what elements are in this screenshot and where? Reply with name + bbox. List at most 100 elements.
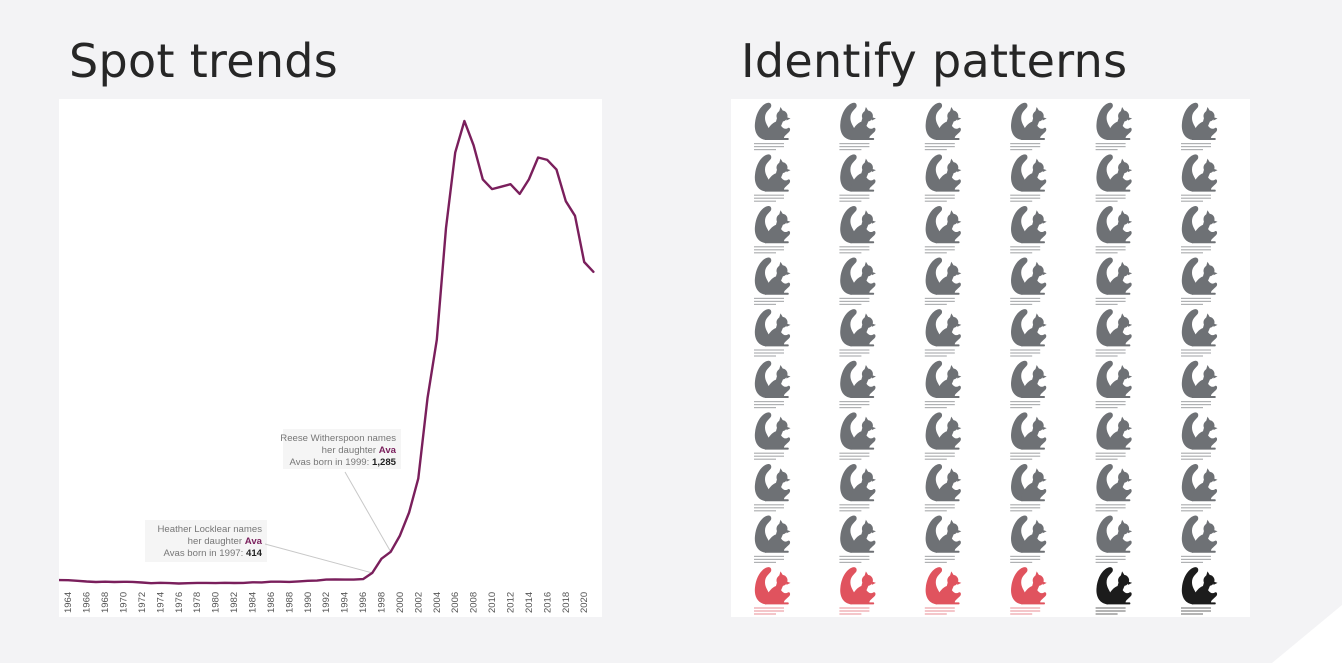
squirrel-icon <box>1095 360 1133 409</box>
squirrel-icon <box>924 567 962 615</box>
squirrel-icon <box>1010 360 1047 409</box>
x-axis-ticks: 1964 1966 1968 1970 1972 1974 1976 1978 1980 1982… <box>63 592 590 613</box>
x-tick-label: 1966 <box>82 592 93 613</box>
squirrel-icon <box>1095 309 1133 357</box>
squirrel-icon <box>1181 102 1218 151</box>
annotation-line2: her daughter Ava <box>322 445 397 456</box>
squirrel-icon <box>924 257 962 305</box>
right-heading: Identify patterns <box>741 34 1128 88</box>
x-tick-label: 2018 <box>561 592 572 613</box>
squirrel-icon <box>754 102 791 151</box>
squirrel-icon <box>754 360 791 409</box>
x-tick-label: 1980 <box>211 592 222 613</box>
x-tick-label: 1978 <box>192 592 203 613</box>
squirrel-icon <box>839 154 876 202</box>
squirrel-icon <box>839 360 876 409</box>
x-tick-label: 1974 <box>155 592 166 613</box>
squirrel-icon <box>1181 360 1218 409</box>
x-tick-label: 2004 <box>432 592 443 613</box>
squirrel-icon <box>1010 205 1047 254</box>
x-tick-label: 1992 <box>321 592 332 613</box>
squirrel-icon <box>754 412 791 460</box>
squirrel-icon <box>1095 205 1133 254</box>
annotation-box <box>145 520 267 562</box>
squirrel-icon <box>839 515 876 563</box>
squirrel-icon <box>754 515 791 563</box>
annotation-leader-line <box>264 543 373 574</box>
squirrel-icon <box>1010 257 1047 305</box>
squirrel-icon <box>924 154 962 202</box>
squirrel-icon <box>839 463 876 512</box>
squirrel-icon <box>1181 257 1218 305</box>
annotation-box <box>283 429 401 469</box>
squirrel-icon <box>1181 412 1218 460</box>
squirrel-icon <box>1095 412 1133 460</box>
squirrel-icon <box>754 567 791 615</box>
x-tick-label: 1986 <box>266 592 277 613</box>
squirrel-icon <box>1095 463 1133 512</box>
squirrel-icon <box>1095 567 1133 615</box>
squirrel-icon <box>1181 567 1218 615</box>
annotation-line2: her daughter Ava <box>188 536 263 547</box>
squirrel-icon <box>1181 309 1218 357</box>
line-chart-panel: Heather Locklear names her daughter Ava Av… <box>59 99 602 617</box>
squirrel-icon <box>1095 154 1133 202</box>
squirrel-icon <box>1010 412 1047 460</box>
squirrel-icon <box>1095 102 1133 151</box>
squirrel-icon <box>1010 102 1047 151</box>
x-tick-label: 1982 <box>229 592 240 613</box>
series-line <box>59 119 595 585</box>
squirrel-icon <box>924 515 962 563</box>
squirrel-icon <box>839 205 876 254</box>
x-tick-label: 1998 <box>376 592 387 613</box>
slide-corner-decoration <box>1272 605 1342 663</box>
squirrel-icon <box>754 154 791 202</box>
x-tick-label: 1988 <box>284 592 295 613</box>
x-tick-label: 2014 <box>524 592 535 613</box>
squirrel-icon <box>839 102 876 151</box>
squirrel-icon <box>924 205 962 254</box>
squirrel-icon <box>754 463 791 512</box>
squirrel-icon <box>839 567 876 615</box>
squirrel-icon <box>1010 463 1047 512</box>
squirrel-icon <box>754 309 791 357</box>
squirrel-icon <box>1010 515 1047 563</box>
squirrel-icon <box>1095 257 1133 305</box>
x-tick-label: 2016 <box>542 592 553 613</box>
squirrel-icon <box>839 257 876 305</box>
squirrel-icon <box>839 412 876 460</box>
squirrel-icon <box>1095 515 1133 563</box>
squirrel-icon <box>839 309 876 357</box>
squirrel-icon <box>924 309 962 357</box>
squirrel-icon <box>1181 463 1218 512</box>
squirrel-icon <box>754 205 791 254</box>
squirrel-icon <box>1010 567 1047 615</box>
x-tick-label: 1972 <box>137 592 148 613</box>
x-tick-label: 2000 <box>395 592 406 613</box>
x-tick-label: 1994 <box>340 592 351 613</box>
x-tick-label: 2002 <box>413 592 424 613</box>
series-layer <box>59 119 595 585</box>
x-tick-label: 2010 <box>487 592 498 613</box>
squirrel-icon <box>924 102 962 151</box>
x-tick-label: 1996 <box>358 592 369 613</box>
icon-grid-panel <box>731 99 1250 617</box>
annotation-line3: Avas born in 1999: 1,285 <box>289 457 396 468</box>
squirrel-icon <box>1181 515 1218 563</box>
squirrel-icon <box>924 463 962 512</box>
squirrel-icon <box>1181 205 1218 254</box>
x-tick-label: 1964 <box>63 592 74 613</box>
annotation-line3: Avas born in 1997: 414 <box>163 548 262 559</box>
x-tick-label: 2006 <box>450 592 461 613</box>
annotation-line1: Reese Witherspoon names <box>280 433 396 444</box>
x-tick-label: 2012 <box>505 592 516 613</box>
squirrel-icon <box>1181 154 1218 202</box>
annotation-line1: Heather Locklear names <box>157 524 262 535</box>
squirrel-icon <box>754 257 791 305</box>
squirrel-icon <box>1010 154 1047 202</box>
x-tick-label: 1970 <box>118 592 129 613</box>
